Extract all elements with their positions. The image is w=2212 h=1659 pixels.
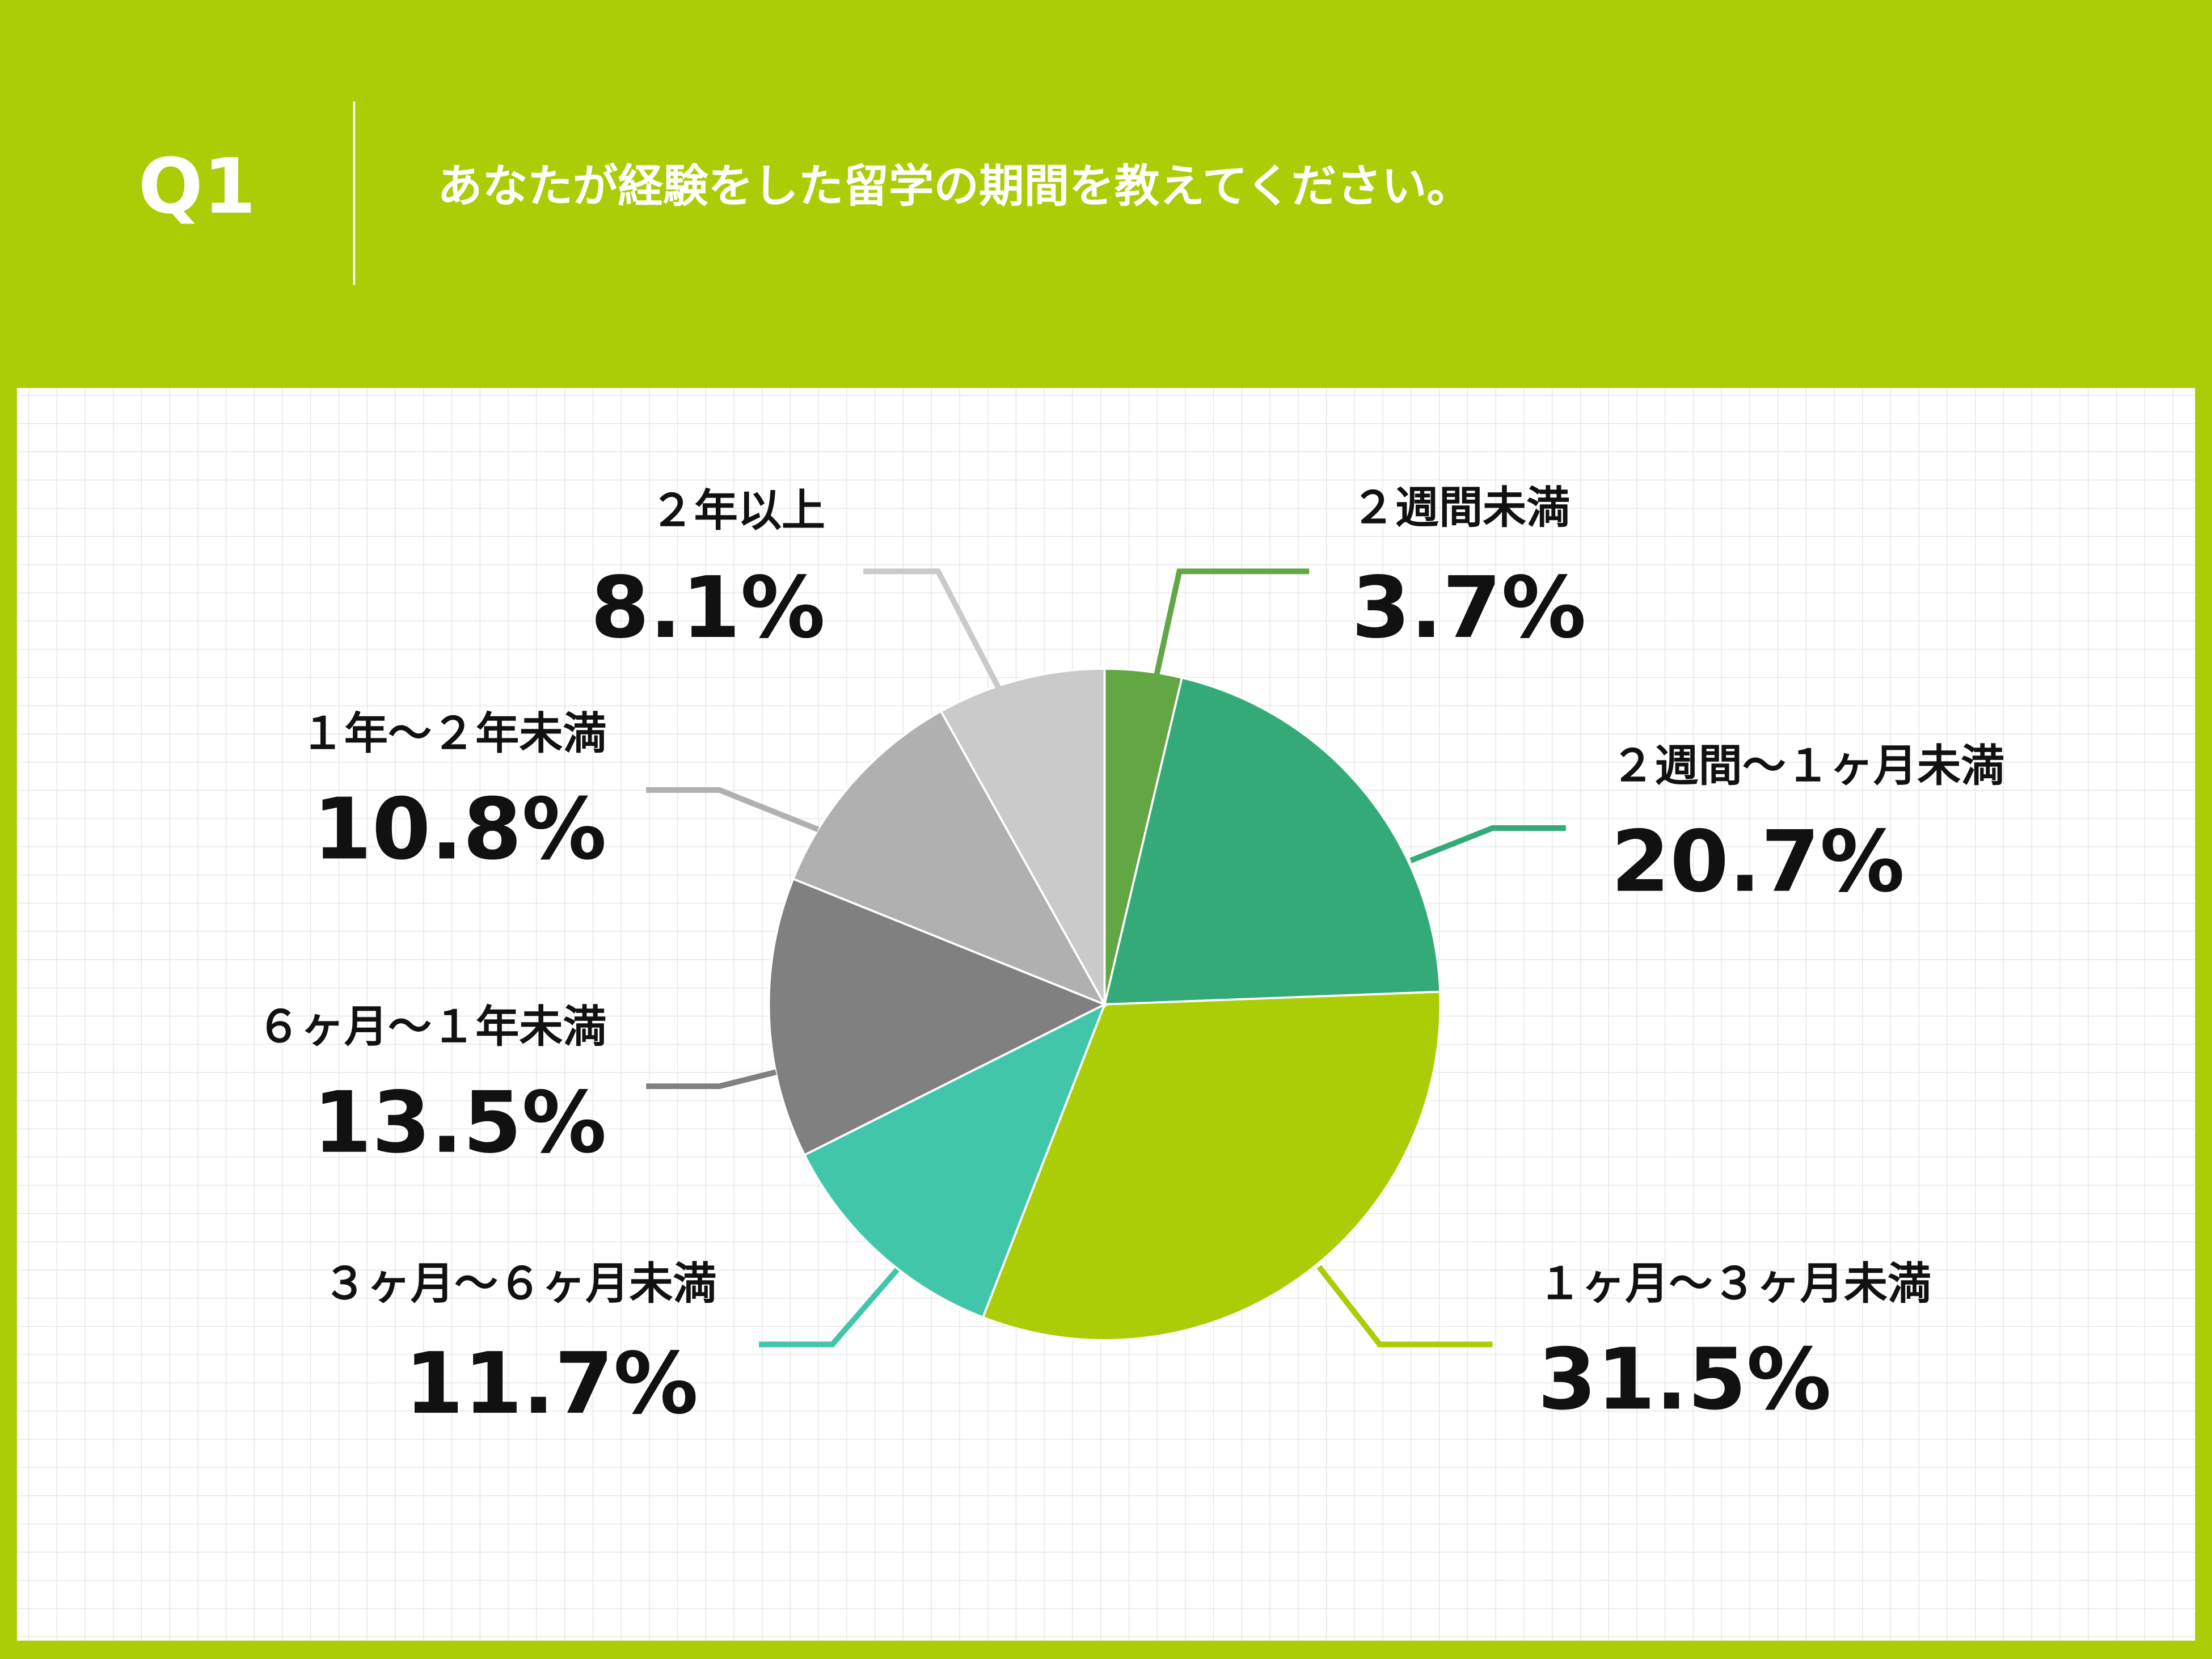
question-text: あなたが経験をした留学の期間を教えてください。 bbox=[437, 159, 1472, 212]
value-label: 13.5% bbox=[313, 1074, 607, 1172]
pie-slice bbox=[939, 668, 1106, 1009]
leader-line bbox=[1409, 825, 1566, 863]
value-label: 20.7% bbox=[1611, 813, 1905, 911]
leader-line bbox=[1154, 568, 1310, 675]
pie-slice bbox=[1103, 676, 1441, 1006]
slice-label: ６ヶ月〜１年未満 bbox=[257, 1002, 607, 1053]
pie-slice bbox=[981, 990, 1442, 1341]
question-number: Q1 bbox=[138, 142, 256, 231]
pie-slice bbox=[803, 1002, 1107, 1319]
leader-line bbox=[863, 568, 1002, 690]
slice-label: ２週間未満 bbox=[1352, 482, 1570, 533]
slice-label: ２年以上 bbox=[651, 485, 825, 536]
leader-line bbox=[759, 1268, 900, 1348]
leader-line bbox=[646, 787, 820, 833]
slice-label: １年〜２年未満 bbox=[301, 708, 607, 759]
leader-line bbox=[646, 1069, 777, 1090]
slice-label: １ヶ月〜３ヶ月未満 bbox=[1538, 1258, 1931, 1309]
value-label: 8.1% bbox=[590, 559, 825, 657]
leader-line bbox=[1316, 1265, 1493, 1348]
pie-slice bbox=[792, 710, 1107, 1007]
value-label: 11.7% bbox=[404, 1335, 698, 1433]
pie-slice bbox=[767, 877, 1108, 1156]
value-label: 31.5% bbox=[1538, 1330, 1831, 1429]
slice-label: ３ヶ月〜６ヶ月未満 bbox=[323, 1258, 717, 1309]
value-label: 10.8% bbox=[313, 780, 607, 879]
slice-label: ２週間〜１ヶ月未満 bbox=[1611, 741, 2004, 792]
value-label: 3.7% bbox=[1352, 559, 1586, 657]
